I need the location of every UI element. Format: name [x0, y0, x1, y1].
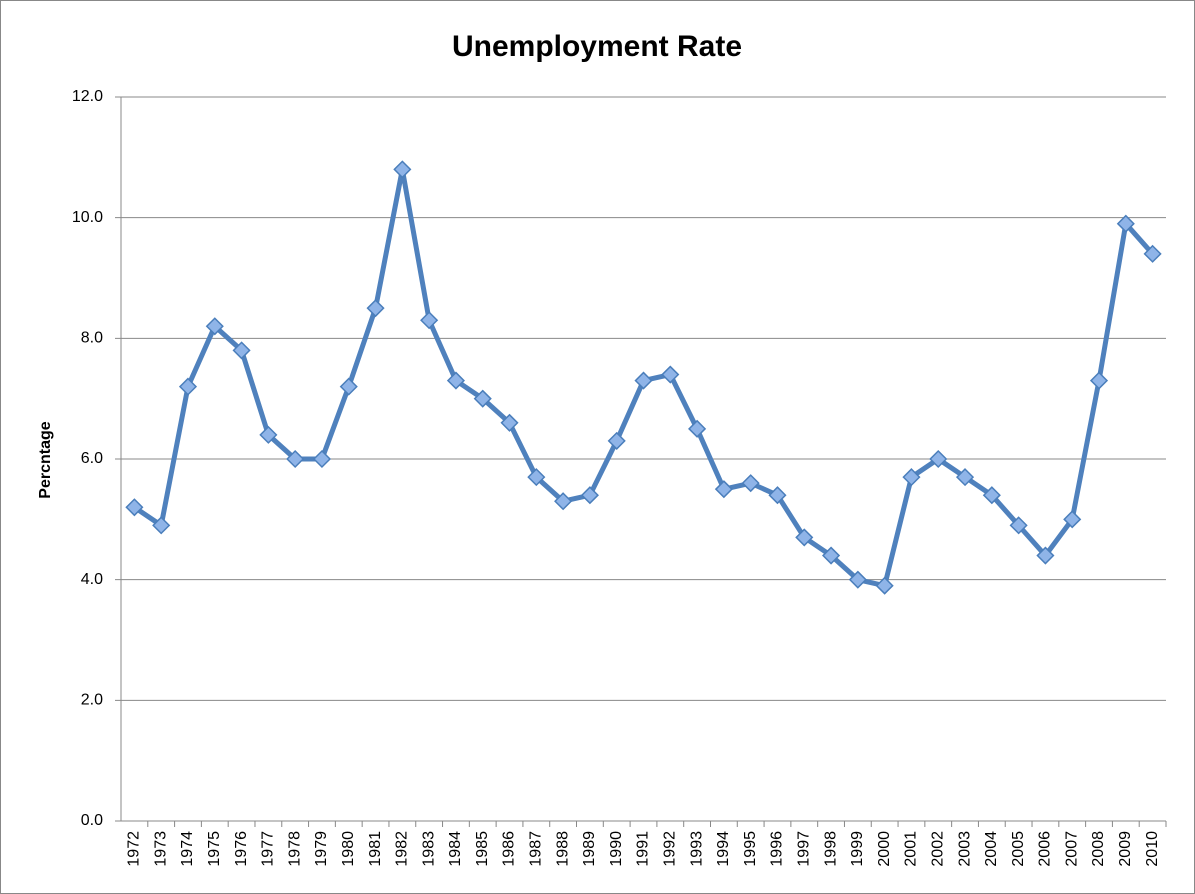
data-point [420, 311, 439, 330]
data-point [875, 576, 894, 595]
y-tick-label: 2.0 [81, 692, 103, 709]
x-tick-label: 2006 [1037, 831, 1054, 867]
x-tick-label: 1995 [742, 831, 759, 867]
y-tick-label: 0.0 [81, 812, 103, 829]
y-tick-label: 12.0 [72, 88, 103, 105]
data-point [1089, 371, 1109, 390]
data-point [822, 546, 841, 565]
x-tick-label: 1991 [635, 831, 652, 867]
x-tick-label: 1975 [206, 831, 223, 867]
x-tick-label: 1976 [233, 831, 250, 867]
x-tick-label: 1977 [260, 831, 277, 867]
data-point [1063, 510, 1082, 529]
data-point [286, 449, 305, 469]
x-tick-label: 1990 [608, 831, 625, 867]
data-point [661, 365, 680, 384]
data-point [554, 492, 573, 511]
data-point [768, 486, 787, 505]
data-point [741, 474, 760, 493]
x-tick-label: 2005 [1010, 831, 1027, 867]
data-point [688, 419, 707, 438]
y-tick-label: 4.0 [81, 571, 103, 588]
data-point [125, 498, 144, 517]
x-tick-label: 2008 [1090, 831, 1107, 867]
data-point [393, 160, 412, 179]
x-tick-label: 1982 [394, 831, 411, 867]
x-tick-label: 1978 [286, 831, 303, 867]
data-point [1116, 214, 1135, 233]
x-tick-label: 2003 [956, 831, 973, 867]
data-point [312, 449, 332, 469]
x-tick-label: 1974 [179, 831, 196, 867]
data-point [1009, 516, 1028, 535]
x-tick-label: 1998 [822, 831, 839, 867]
data-point [848, 570, 867, 589]
data-point [366, 299, 385, 318]
data-point [795, 528, 814, 547]
x-tick-label: 1983 [420, 831, 437, 867]
x-tick-label: 1980 [340, 831, 357, 867]
x-tick-label: 1997 [795, 831, 812, 867]
x-tick-label: 1989 [581, 831, 598, 867]
data-point [259, 425, 278, 444]
data-point [473, 389, 492, 408]
data-point [178, 377, 198, 396]
x-tick-label: 1986 [501, 831, 518, 867]
data-point [902, 468, 921, 487]
x-tick-label: 2007 [1063, 831, 1080, 867]
data-point [580, 486, 599, 505]
data-point [982, 486, 1001, 505]
y-tick-label: 6.0 [81, 450, 103, 467]
data-point [1143, 244, 1162, 263]
x-tick-label: 2010 [1144, 831, 1161, 867]
data-point [446, 371, 465, 390]
y-axis-title: Percntage [37, 421, 54, 498]
data-point [929, 449, 948, 469]
data-point [955, 468, 975, 487]
data-point [607, 431, 626, 450]
data-point [232, 341, 251, 360]
data-point [634, 371, 653, 390]
x-tick-label: 1973 [152, 831, 169, 867]
x-tick-label: 1994 [715, 831, 732, 867]
x-tick-label: 1987 [528, 831, 545, 867]
x-tick-label: 2009 [1117, 831, 1134, 867]
x-tick-label: 1992 [662, 831, 679, 867]
x-tick-label: 2004 [983, 831, 1000, 867]
chart-title: Unemployment Rate [452, 30, 742, 63]
data-point [714, 480, 733, 499]
data-point [1036, 546, 1055, 565]
y-tick-label: 10.0 [72, 209, 103, 226]
x-tick-label: 2000 [876, 831, 893, 867]
data-point [152, 516, 171, 535]
x-tick-label: 1993 [688, 831, 705, 867]
y-tick-label: 8.0 [81, 330, 103, 347]
x-tick-label: 1988 [554, 831, 571, 867]
x-tick-label: 1981 [367, 831, 384, 867]
x-tick-label: 1979 [313, 831, 330, 867]
data-point [339, 377, 358, 396]
data-point [500, 413, 519, 432]
x-tick-label: 1985 [474, 831, 491, 867]
x-tick-label: 1996 [769, 831, 786, 867]
x-tick-label: 1972 [126, 831, 143, 867]
data-point [527, 468, 546, 487]
data-point [205, 317, 224, 336]
x-tick-label: 1999 [849, 831, 866, 867]
x-tick-label: 1984 [447, 831, 464, 867]
x-tick-label: 2001 [903, 831, 920, 867]
x-tick-label: 2002 [929, 831, 946, 867]
